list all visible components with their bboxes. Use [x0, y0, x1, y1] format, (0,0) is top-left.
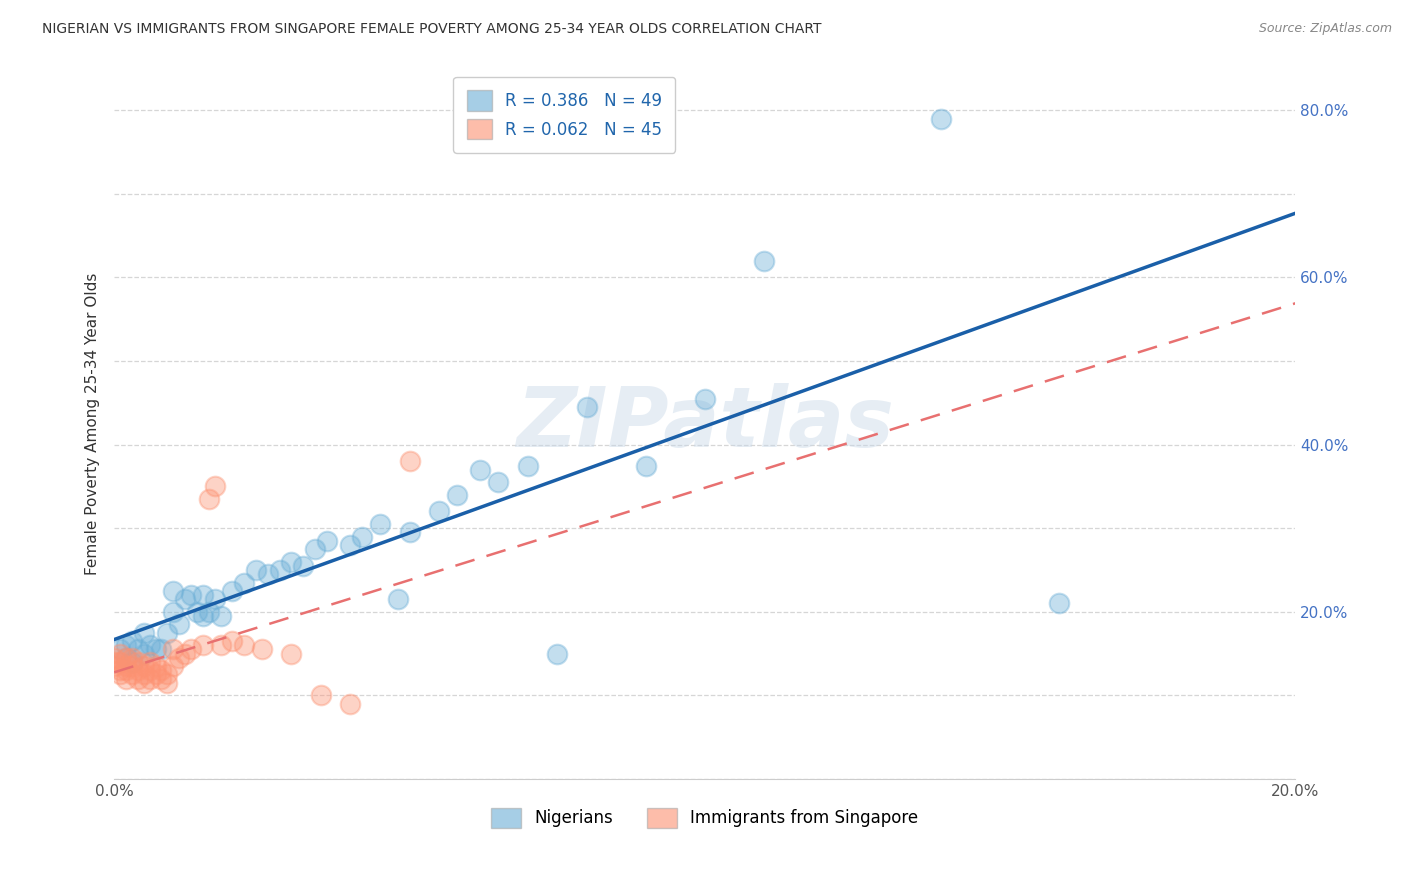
- Point: [108, 642, 131, 657]
- Point: [132, 625, 155, 640]
- Point: [191, 588, 214, 602]
- Point: [103, 659, 125, 673]
- Text: ZIPatlas: ZIPatlas: [516, 384, 894, 464]
- Y-axis label: Female Poverty Among 25-34 Year Olds: Female Poverty Among 25-34 Year Olds: [86, 273, 100, 575]
- Point: [127, 672, 149, 686]
- Point: [138, 638, 160, 652]
- Point: [138, 672, 160, 686]
- Point: [470, 463, 492, 477]
- Point: [132, 647, 155, 661]
- Point: [197, 491, 219, 506]
- Point: [280, 647, 302, 661]
- Point: [115, 638, 138, 652]
- Point: [204, 592, 226, 607]
- Point: [121, 634, 143, 648]
- Point: [108, 655, 131, 669]
- Point: [256, 567, 278, 582]
- Point: [315, 533, 337, 548]
- Point: [197, 605, 219, 619]
- Point: [204, 479, 226, 493]
- Point: [127, 663, 149, 677]
- Point: [145, 642, 167, 657]
- Point: [446, 488, 468, 502]
- Point: [634, 458, 657, 473]
- Point: [127, 655, 149, 669]
- Point: [191, 638, 214, 652]
- Point: [233, 575, 256, 590]
- Point: [150, 672, 173, 686]
- Point: [103, 655, 125, 669]
- Point: [1047, 596, 1070, 610]
- Point: [132, 675, 155, 690]
- Point: [167, 617, 190, 632]
- Point: [174, 647, 197, 661]
- Point: [209, 609, 232, 624]
- Point: [180, 588, 202, 602]
- Point: [233, 638, 256, 652]
- Point: [245, 563, 267, 577]
- Point: [929, 112, 952, 126]
- Point: [115, 659, 138, 673]
- Point: [145, 659, 167, 673]
- Point: [186, 605, 208, 619]
- Point: [115, 650, 138, 665]
- Point: [121, 667, 143, 681]
- Point: [250, 642, 273, 657]
- Point: [280, 555, 302, 569]
- Point: [180, 642, 202, 657]
- Point: [108, 647, 131, 661]
- Point: [221, 634, 243, 648]
- Point: [162, 642, 184, 657]
- Point: [132, 659, 155, 673]
- Point: [339, 538, 361, 552]
- Point: [145, 667, 167, 681]
- Text: Source: ZipAtlas.com: Source: ZipAtlas.com: [1258, 22, 1392, 36]
- Point: [115, 650, 138, 665]
- Point: [387, 592, 409, 607]
- Point: [162, 659, 184, 673]
- Point: [127, 642, 149, 657]
- Text: NIGERIAN VS IMMIGRANTS FROM SINGAPORE FEMALE POVERTY AMONG 25-34 YEAR OLDS CORRE: NIGERIAN VS IMMIGRANTS FROM SINGAPORE FE…: [42, 22, 821, 37]
- Point: [138, 655, 160, 669]
- Point: [121, 650, 143, 665]
- Point: [427, 504, 450, 518]
- Point: [132, 667, 155, 681]
- Point: [115, 663, 138, 677]
- Point: [292, 558, 315, 573]
- Point: [121, 655, 143, 669]
- Point: [221, 583, 243, 598]
- Point: [138, 663, 160, 677]
- Point: [516, 458, 538, 473]
- Point: [398, 454, 420, 468]
- Point: [309, 689, 332, 703]
- Point: [304, 542, 326, 557]
- Point: [352, 530, 374, 544]
- Point: [162, 605, 184, 619]
- Point: [150, 642, 173, 657]
- Point: [103, 650, 125, 665]
- Point: [398, 525, 420, 540]
- Legend: Nigerians, Immigrants from Singapore: Nigerians, Immigrants from Singapore: [485, 801, 925, 835]
- Point: [339, 697, 361, 711]
- Point: [209, 638, 232, 652]
- Point: [546, 647, 568, 661]
- Point: [575, 400, 598, 414]
- Point: [693, 392, 716, 406]
- Point: [156, 675, 179, 690]
- Point: [150, 663, 173, 677]
- Point: [167, 650, 190, 665]
- Point: [368, 516, 391, 531]
- Point: [121, 659, 143, 673]
- Point: [156, 667, 179, 681]
- Point: [752, 253, 775, 268]
- Point: [156, 625, 179, 640]
- Point: [486, 475, 509, 490]
- Point: [115, 672, 138, 686]
- Point: [108, 667, 131, 681]
- Point: [162, 583, 184, 598]
- Point: [191, 609, 214, 624]
- Point: [108, 663, 131, 677]
- Point: [269, 563, 291, 577]
- Point: [174, 592, 197, 607]
